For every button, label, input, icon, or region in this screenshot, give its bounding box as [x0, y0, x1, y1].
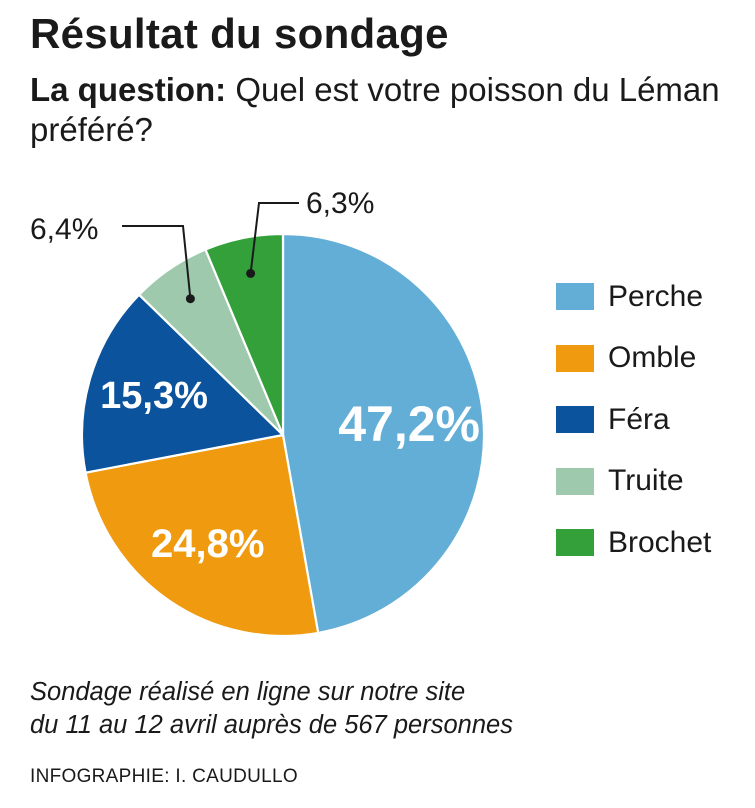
legend-item-perche: Perche	[556, 276, 711, 317]
survey-note-line-1: Sondage réalisé en ligne sur notre site	[30, 678, 466, 706]
chart-subtitle: La question: Quel est votre poisson du L…	[30, 70, 720, 150]
legend-swatch-omble	[556, 344, 594, 372]
legend-swatch-truite	[556, 467, 594, 495]
chart-title: Résultat du sondage	[30, 10, 449, 57]
legend-item-omble: Omble	[556, 338, 711, 379]
leader-dot-truite	[185, 294, 195, 304]
pie-slice-fera	[80, 293, 285, 474]
legend-item-fera: Féra	[556, 399, 711, 440]
data-label-fera: 15,3%	[100, 375, 208, 417]
credit: INFOGRAPHIE: I. CAUDULLO	[30, 766, 298, 787]
legend-label-brochet: Brochet	[608, 525, 712, 559]
leader-dot-brochet	[246, 268, 256, 278]
data-label-perche: 47,2%	[338, 396, 480, 452]
pie-slice-omble	[84, 433, 320, 638]
survey-note: Sondage réalisé en ligne sur notre site …	[30, 676, 513, 742]
pie-slice-perche	[281, 232, 486, 634]
legend-label-fera: Féra	[608, 402, 670, 436]
question-label: La question:	[30, 71, 227, 108]
legend-label-truite: Truite	[608, 464, 684, 497]
legend-swatch-perche	[556, 283, 594, 310]
survey-note-line-2: du 11 au 12 avril auprès de 567 personne…	[30, 711, 513, 739]
data-label-brochet: 6,3%	[306, 187, 374, 220]
legend-swatch-brochet	[556, 529, 594, 556]
legend: Perche Omble Féra Truite Brochet	[556, 276, 711, 584]
legend-item-brochet: Brochet	[556, 522, 711, 563]
question-text: Quel est votre poisson du Léman préféré?	[30, 71, 720, 148]
data-label-truite: 6,4%	[30, 213, 98, 246]
leader-line-truite	[122, 225, 192, 299]
legend-label-omble: Omble	[608, 341, 697, 374]
pie-slice-brochet	[204, 232, 285, 437]
legend-item-truite: Truite	[556, 461, 711, 502]
legend-label-perche: Perche	[608, 279, 704, 313]
data-label-omble: 24,8%	[151, 522, 264, 566]
leader-line-brochet	[249, 202, 299, 274]
legend-swatch-fera	[556, 406, 594, 433]
